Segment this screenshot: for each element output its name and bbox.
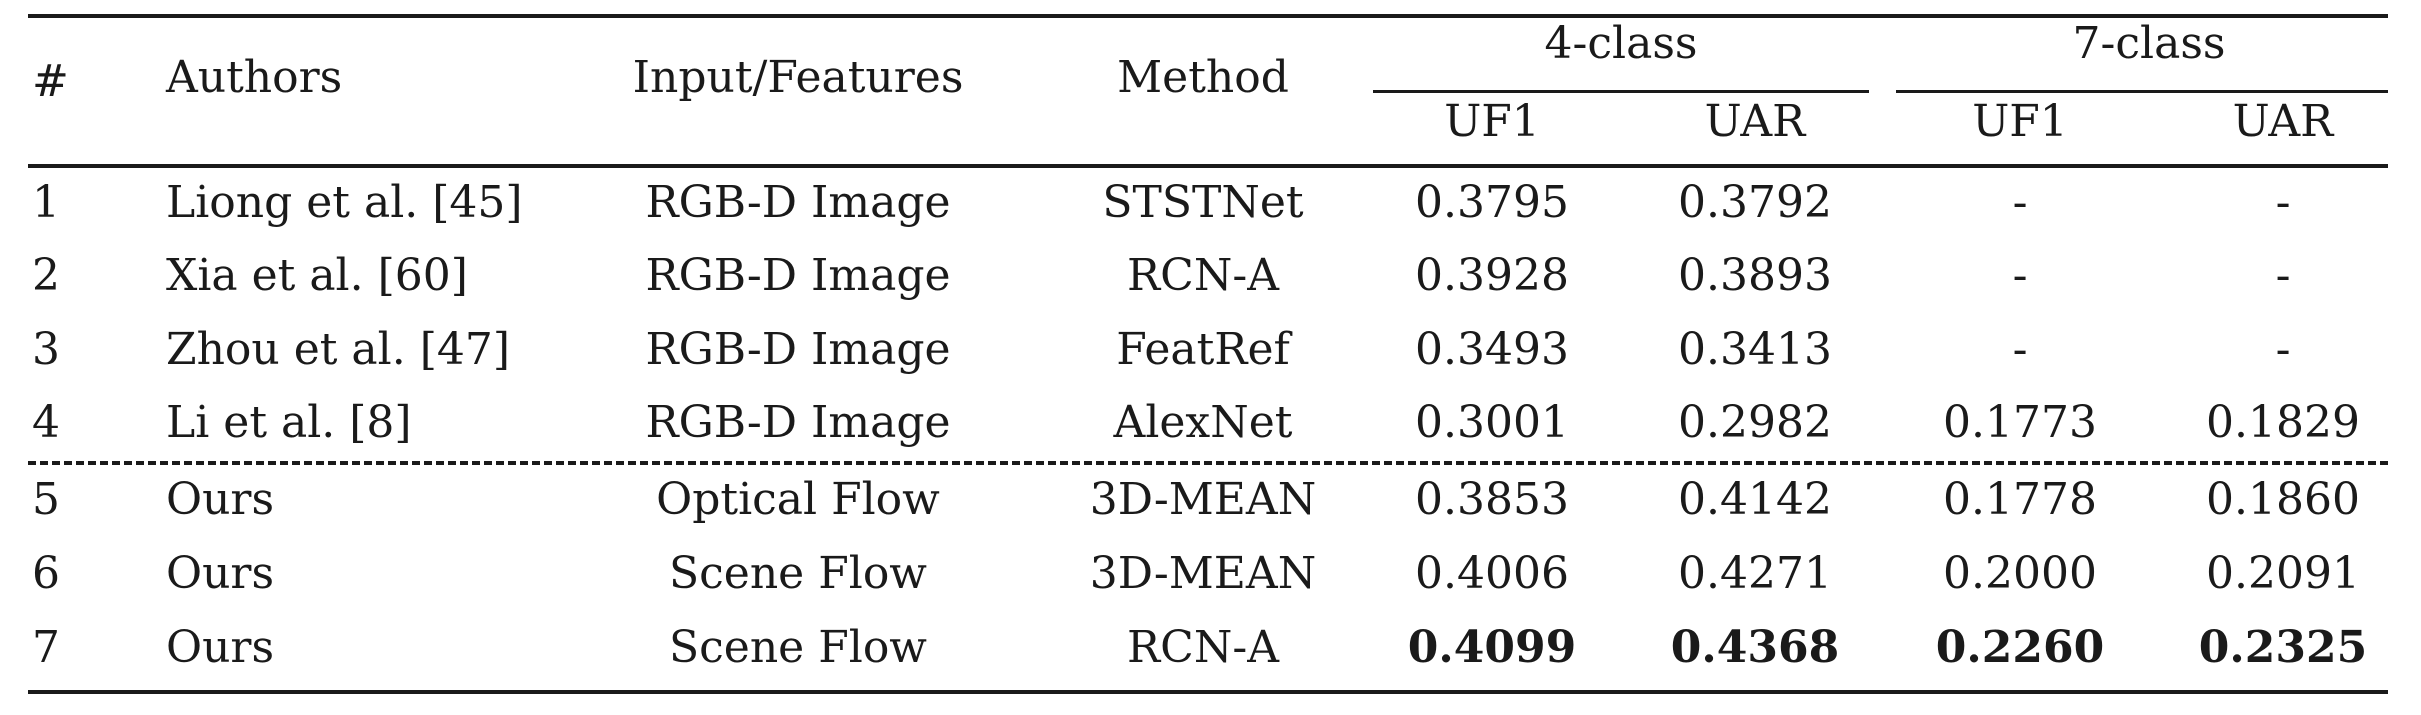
cell-uar-7class: - (2275, 324, 2291, 375)
cell-uf1-7class: - (2012, 250, 2028, 301)
cell-uf1-7class: - (2012, 177, 2028, 228)
cell-authors: Liong et al. [45] (166, 177, 523, 228)
cell-uar-7class: - (2275, 177, 2291, 228)
cell-uar-7class: - (2275, 250, 2291, 301)
results-table: # Authors Input/Features Method 4-class … (28, 14, 2388, 702)
cell-authors: Xia et al. [60] (166, 250, 468, 301)
header-method: Method (1117, 52, 1289, 103)
cell-uf1-7class: 0.2000 (1943, 548, 2097, 599)
cell-uf1-7class: - (2012, 324, 2028, 375)
cell-authors: Ours (166, 622, 275, 673)
cell-method: STSTNet (1102, 177, 1304, 228)
header-uf1-4class: UF1 (1444, 96, 1540, 147)
cell-uar-4class: 0.3792 (1678, 177, 1832, 228)
cell-uar-4class: 0.4142 (1678, 474, 1832, 525)
cell-method: RCN-A (1127, 622, 1279, 673)
top-rule (28, 14, 2388, 18)
cell-input-features: Optical Flow (656, 474, 940, 525)
cell-method: 3D-MEAN (1089, 548, 1317, 599)
cell-input-features: RGB-D Image (645, 177, 951, 228)
cell-uf1-4class: 0.4006 (1415, 548, 1569, 599)
cell-authors: Ours (166, 474, 275, 525)
cell-uar-7class: 0.1860 (2206, 474, 2360, 525)
cell-authors: Ours (166, 548, 275, 599)
cell-index: 3 (32, 324, 60, 375)
header-index: # (32, 56, 69, 107)
cell-index: 4 (32, 397, 60, 448)
cell-index: 5 (32, 474, 60, 525)
cell-uar-4class: 0.3893 (1678, 250, 1832, 301)
header-input-features: Input/Features (632, 52, 964, 103)
cell-uf1-7class: 0.1778 (1943, 474, 2097, 525)
dashed-separator (28, 461, 2388, 465)
cell-input-features: RGB-D Image (645, 250, 951, 301)
cell-uf1-4class: 0.3493 (1415, 324, 1569, 375)
cell-uar-7class: 0.1829 (2206, 397, 2360, 448)
cell-input-features: Scene Flow (669, 548, 927, 599)
cell-input-features: Scene Flow (669, 622, 927, 673)
cell-uf1-4class: 0.3928 (1415, 250, 1569, 301)
cell-uf1-7class: 0.1773 (1943, 397, 2097, 448)
cell-uar-4class: 0.2982 (1678, 397, 1832, 448)
cell-index: 6 (32, 548, 60, 599)
cell-uar-7class: 0.2091 (2206, 548, 2360, 599)
header-uf1-7class: UF1 (1972, 96, 2068, 147)
cell-uf1-4class: 0.3853 (1415, 474, 1569, 525)
cell-authors: Zhou et al. [47] (166, 324, 511, 375)
bottom-rule (28, 690, 2388, 694)
cell-uf1-7class: 0.2260 (1935, 622, 2105, 673)
cell-index: 1 (32, 177, 60, 228)
header-group-7class: 7-class (2072, 18, 2226, 69)
rule-7class (1896, 90, 2388, 93)
cell-uar-7class: 0.2325 (2198, 622, 2368, 673)
cell-uar-4class: 0.4368 (1670, 622, 1840, 673)
cell-method: RCN-A (1127, 250, 1279, 301)
header-rule (28, 164, 2388, 168)
cell-uf1-4class: 0.3795 (1415, 177, 1569, 228)
header-uar-7class: UAR (2232, 96, 2334, 147)
cell-authors: Li et al. [8] (166, 397, 412, 448)
cell-uar-4class: 0.3413 (1678, 324, 1832, 375)
header-authors: Authors (166, 52, 343, 103)
cell-method: AlexNet (1113, 397, 1293, 448)
cell-input-features: RGB-D Image (645, 397, 951, 448)
cell-uar-4class: 0.4271 (1678, 548, 1832, 599)
rule-4class (1373, 90, 1869, 93)
cell-input-features: RGB-D Image (645, 324, 951, 375)
cell-method: 3D-MEAN (1089, 474, 1317, 525)
cell-index: 7 (32, 622, 60, 673)
header-group-4class: 4-class (1544, 18, 1698, 69)
header-uar-4class: UAR (1704, 96, 1806, 147)
cell-method: FeatRef (1116, 324, 1290, 375)
cell-index: 2 (32, 250, 60, 301)
cell-uf1-4class: 0.4099 (1407, 622, 1577, 673)
cell-uf1-4class: 0.3001 (1415, 397, 1569, 448)
